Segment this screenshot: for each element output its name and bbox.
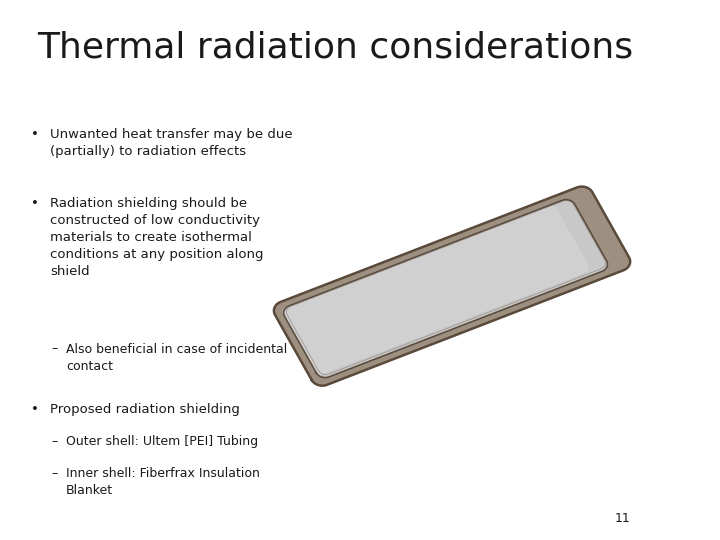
Polygon shape bbox=[283, 206, 588, 373]
Text: 11: 11 bbox=[615, 512, 630, 525]
Text: Unwanted heat transfer may be due
(partially) to radiation effects: Unwanted heat transfer may be due (parti… bbox=[50, 127, 292, 158]
Text: Thermal radiation considerations: Thermal radiation considerations bbox=[37, 31, 633, 65]
Text: –: – bbox=[51, 342, 58, 355]
Polygon shape bbox=[284, 200, 608, 377]
Text: Inner shell: Fiberfrax Insulation
Blanket: Inner shell: Fiberfrax Insulation Blanke… bbox=[66, 467, 260, 497]
Text: •: • bbox=[31, 198, 39, 211]
Text: •: • bbox=[31, 403, 39, 416]
Text: Proposed radiation shielding: Proposed radiation shielding bbox=[50, 403, 240, 416]
Text: Also beneficial in case of incidental
contact: Also beneficial in case of incidental co… bbox=[66, 342, 287, 373]
Text: Radiation shielding should be
constructed of low conductivity
materials to creat: Radiation shielding should be constructe… bbox=[50, 198, 264, 279]
Polygon shape bbox=[274, 187, 630, 386]
Text: Outer shell: Ultem [PEI] Tubing: Outer shell: Ultem [PEI] Tubing bbox=[66, 435, 258, 448]
Text: –: – bbox=[51, 435, 58, 448]
Text: –: – bbox=[51, 467, 58, 480]
Text: •: • bbox=[31, 127, 39, 140]
